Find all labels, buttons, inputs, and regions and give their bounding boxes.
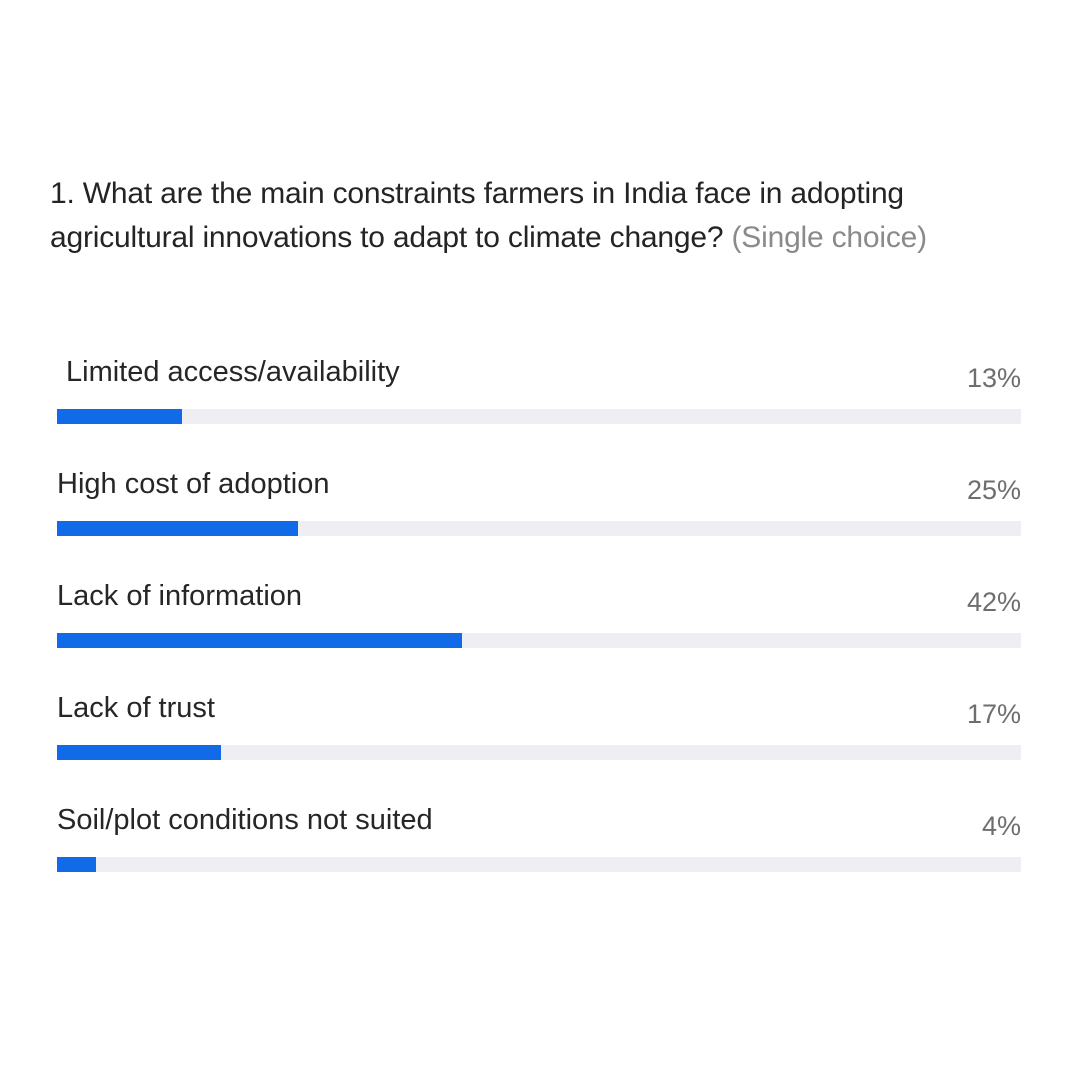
- option-bar-fill: [57, 633, 462, 648]
- option-bar-fill: [57, 409, 183, 424]
- option-label: Lack of trust: [57, 692, 215, 724]
- option-bar-track: [57, 409, 1021, 424]
- option-percent: 42%: [966, 587, 1021, 617]
- poll-options: Limited access/availability 13% High cos…: [57, 354, 1021, 914]
- option-bar-fill: [57, 521, 298, 536]
- option-label: Soil/plot conditions not suited: [57, 804, 433, 836]
- poll-option-soil-conditions: Soil/plot conditions not suited 4%: [57, 802, 1021, 914]
- option-bar-fill: [57, 745, 221, 760]
- option-bar-fill: [57, 857, 96, 872]
- option-bar-track: [57, 633, 1021, 648]
- poll-card: 1. What are the main constraints farmers…: [50, 172, 1022, 872]
- option-percent: 25%: [966, 475, 1021, 505]
- option-percent: 13%: [966, 363, 1021, 393]
- question-text: 1. What are the main constraints farmers…: [50, 177, 904, 254]
- option-percent: 17%: [966, 699, 1021, 729]
- poll-question: 1. What are the main constraints farmers…: [50, 172, 950, 260]
- option-label: Lack of information: [57, 580, 303, 612]
- option-bar-track: [57, 745, 1021, 760]
- option-label: High cost of adoption: [57, 468, 330, 500]
- poll-option-limited-access: Limited access/availability 13%: [57, 354, 1021, 466]
- poll-option-lack-of-trust: Lack of trust 17%: [57, 690, 1021, 802]
- option-percent: 4%: [981, 811, 1021, 841]
- option-label: Limited access/availability: [66, 356, 400, 388]
- poll-option-high-cost: High cost of adoption 25%: [57, 466, 1021, 578]
- question-type-label: (Single choice): [731, 221, 928, 254]
- option-bar-track: [57, 521, 1021, 536]
- poll-option-lack-of-information: Lack of information 42%: [57, 578, 1021, 690]
- option-bar-track: [57, 857, 1021, 872]
